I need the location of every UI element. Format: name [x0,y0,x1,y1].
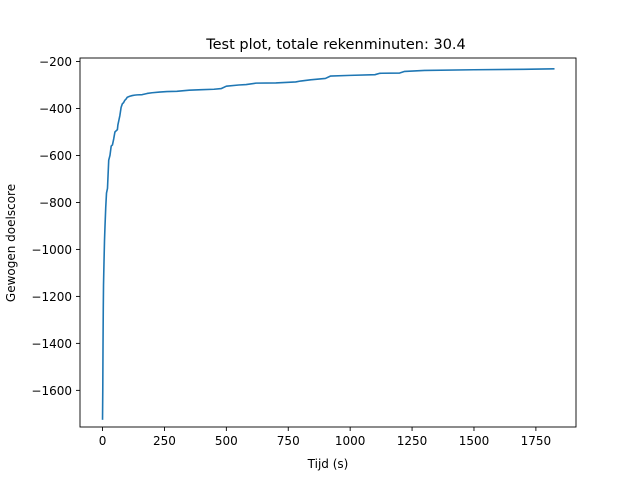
y-tick-label: −800 [39,196,72,210]
y-tick-label: −200 [39,55,72,69]
y-tick-label: −1600 [31,384,72,398]
x-tick-label: 1250 [397,434,428,448]
x-axis-title: Tijd (s) [307,457,349,471]
series-line-0 [101,67,555,420]
x-tick-label: 1000 [335,434,366,448]
y-tick-label: −1400 [31,337,72,351]
plot-area: 0 250 500 750 1000 1250 1500 1750 −1600 −1400 −120… [31,55,577,448]
y-tick-label: −400 [39,102,72,116]
x-tick-label: 500 [215,434,238,448]
y-axis-title: Gewogen doelscore [4,184,18,302]
axes-frame [79,57,577,428]
x-tick-label: 250 [153,434,176,448]
y-tick-label: −1000 [31,243,72,257]
x-tick-label: 1750 [521,434,552,448]
x-tick-label: 750 [277,434,300,448]
y-tick-label: −600 [39,149,72,163]
y-tick-label: −1200 [31,290,72,304]
chart-title: Test plot, totale rekenminuten: 30.4 [205,37,466,53]
x-tick-label: 0 [99,434,107,448]
x-tick-label: 1500 [459,434,490,448]
